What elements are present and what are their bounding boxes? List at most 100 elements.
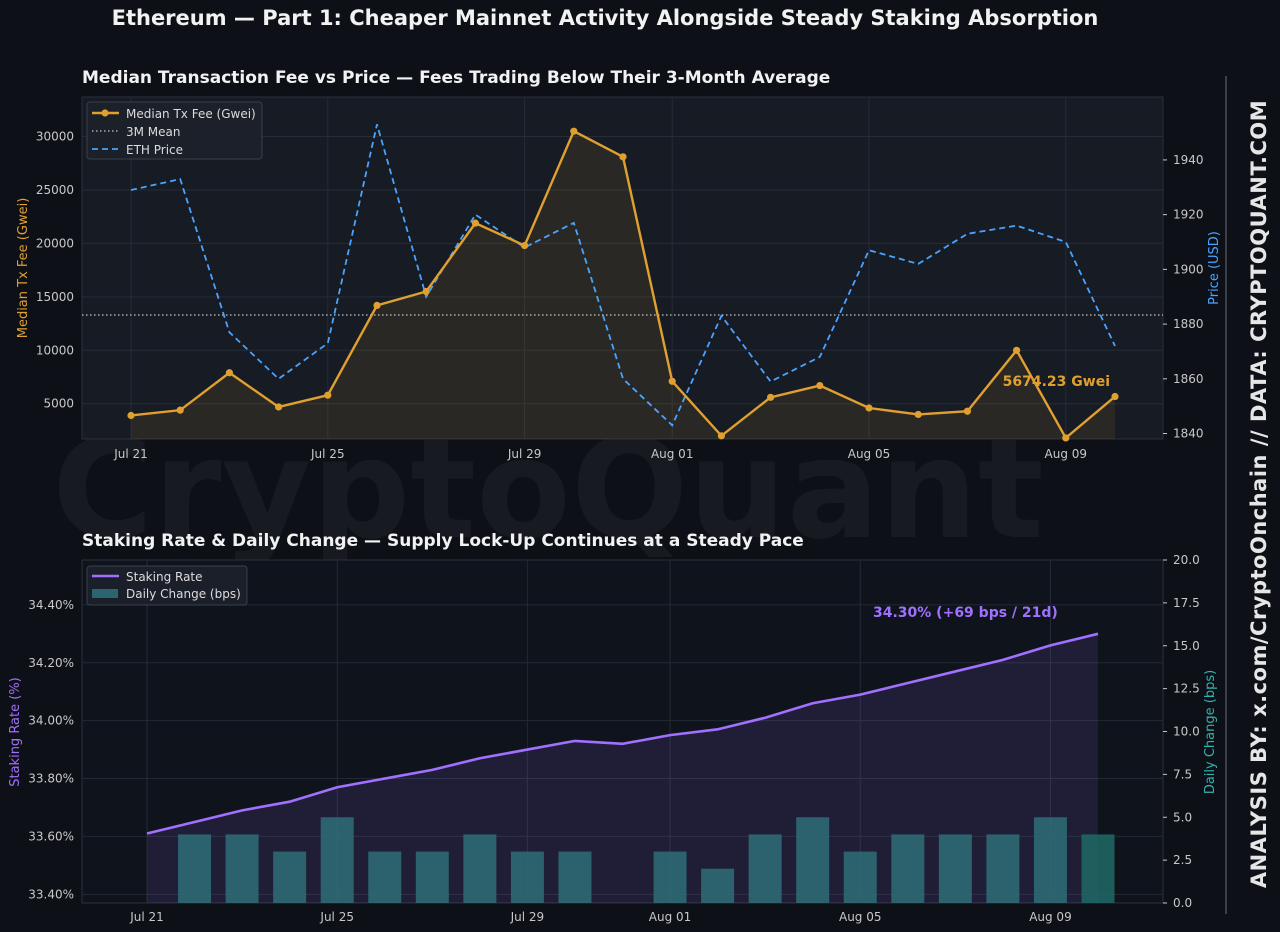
y2-tick-label: 5.0 bbox=[1173, 810, 1192, 824]
y-tick-label: 5000 bbox=[43, 397, 74, 411]
legend-label: 3M Mean bbox=[126, 125, 181, 139]
x-tick-label: Jul 21 bbox=[129, 910, 164, 924]
y2-tick-label: 17.5 bbox=[1173, 596, 1200, 610]
fee-point bbox=[668, 377, 676, 385]
fee-point bbox=[865, 404, 873, 412]
fee-point bbox=[816, 381, 824, 390]
attribution-label: ANALYSIS BY: x.com/CryptoOnchain // DATA… bbox=[1247, 99, 1271, 889]
legend-label: Daily Change (bps) bbox=[126, 587, 241, 601]
daily-change-bar bbox=[653, 851, 687, 903]
x-tick-label: Aug 05 bbox=[839, 910, 882, 924]
chart-title: Staking Rate & Daily Change — Supply Loc… bbox=[82, 531, 804, 551]
fee-point bbox=[275, 403, 283, 411]
daily-change-bar bbox=[701, 868, 735, 903]
legend-marker-fee bbox=[101, 109, 109, 117]
daily-change-bar bbox=[938, 834, 972, 903]
x-tick-label: Jul 21 bbox=[113, 447, 148, 461]
y2-tick-label: 1840 bbox=[1173, 427, 1204, 441]
fee-point bbox=[176, 406, 184, 414]
fee-point bbox=[471, 219, 479, 227]
y-tick-label: 34.00% bbox=[28, 714, 74, 728]
fee-point bbox=[1013, 346, 1021, 354]
y-tick-label: 15000 bbox=[36, 290, 74, 304]
y2-tick-label: 1860 bbox=[1173, 372, 1204, 386]
fee-vs-price-chart: Median Transaction Fee vs Price — Fees T… bbox=[16, 68, 1222, 461]
fee-point bbox=[914, 410, 922, 419]
legend: Staking Rate Daily Change (bps) bbox=[86, 565, 248, 606]
fee-point bbox=[422, 287, 430, 296]
legend-swatch-daily bbox=[92, 589, 118, 598]
daily-change-bar bbox=[368, 851, 402, 903]
fee-point bbox=[521, 241, 529, 250]
page-title: Ethereum — Part 1: Cheaper Mainnet Activ… bbox=[112, 6, 1099, 30]
x-tick-label: Jul 29 bbox=[507, 447, 542, 461]
y2-tick-label: 2.5 bbox=[1173, 853, 1192, 867]
daily-change-bar bbox=[986, 834, 1020, 903]
staking-annotation: 34.30% (+69 bps / 21d) bbox=[873, 605, 1058, 621]
x-tick-label: Aug 01 bbox=[649, 910, 692, 924]
staking-area bbox=[147, 633, 1098, 903]
y2-axis-label: Daily Change (bps) bbox=[1203, 670, 1218, 794]
x-tick-label: Aug 09 bbox=[1029, 910, 1072, 924]
daily-change-bar bbox=[558, 851, 592, 903]
fee-point bbox=[324, 391, 332, 399]
fee-point bbox=[127, 411, 135, 420]
daily-change-bar bbox=[891, 834, 925, 903]
daily-change-bar bbox=[1081, 834, 1115, 903]
legend-label: ETH Price bbox=[126, 143, 183, 157]
x-tick-label: Jul 29 bbox=[510, 910, 545, 924]
y-tick-label: 34.20% bbox=[28, 656, 74, 670]
y2-tick-label: 12.5 bbox=[1173, 682, 1200, 696]
y-tick-label: 25000 bbox=[36, 183, 74, 197]
y2-axis-label: Price (USD) bbox=[1207, 231, 1222, 305]
side-divider bbox=[1225, 76, 1227, 914]
legend: Median Tx Fee (Gwei) 3M Mean ETH Price bbox=[86, 101, 263, 160]
y2-tick-label: 0.0 bbox=[1173, 896, 1192, 910]
y-axis-label: Staking Rate (%) bbox=[8, 677, 23, 787]
daily-change-bar bbox=[178, 834, 212, 903]
daily-change-bar bbox=[320, 817, 354, 903]
fee-annotation: 5674.23 Gwei bbox=[1003, 374, 1110, 390]
fee-point bbox=[717, 432, 726, 440]
y2-tick-label: 1900 bbox=[1173, 262, 1204, 276]
y2-tick-label: 10.0 bbox=[1173, 725, 1200, 739]
daily-change-bar bbox=[415, 851, 449, 903]
y2-tick-label: 7.5 bbox=[1173, 767, 1192, 781]
fee-point bbox=[1062, 434, 1070, 442]
x-tick-label: Aug 01 bbox=[651, 447, 694, 461]
y-tick-label: 33.80% bbox=[28, 772, 74, 786]
y2-tick-label: 15.0 bbox=[1173, 639, 1200, 653]
y-tick-label: 33.40% bbox=[28, 887, 74, 901]
fee-point bbox=[225, 369, 233, 377]
plot-area bbox=[81, 559, 1164, 904]
y-tick-label: 34.40% bbox=[28, 598, 74, 612]
y-tick-label: 20000 bbox=[36, 236, 74, 250]
fee-point bbox=[767, 393, 775, 401]
chart-title: Median Transaction Fee vs Price — Fees T… bbox=[82, 68, 830, 88]
y2-tick-label: 20.0 bbox=[1173, 553, 1200, 567]
x-tick-label: Aug 09 bbox=[1045, 447, 1088, 461]
daily-change-bar bbox=[796, 817, 830, 903]
fee-point bbox=[373, 301, 381, 310]
y-tick-label: 30000 bbox=[36, 130, 74, 144]
x-tick-label: Jul 25 bbox=[310, 447, 345, 461]
daily-change-bar bbox=[748, 834, 782, 903]
y2-tick-label: 1940 bbox=[1173, 153, 1204, 167]
daily-change-bar bbox=[510, 851, 544, 903]
legend-label: Median Tx Fee (Gwei) bbox=[126, 107, 256, 121]
legend-label: Staking Rate bbox=[126, 570, 203, 584]
legend-box bbox=[86, 565, 248, 606]
x-tick-label: Jul 25 bbox=[319, 910, 354, 924]
y-tick-label: 33.60% bbox=[28, 829, 74, 843]
daily-change-bar bbox=[225, 834, 259, 903]
y-tick-label: 10000 bbox=[36, 343, 74, 357]
daily-change-bar bbox=[273, 851, 307, 903]
fee-point bbox=[963, 407, 972, 415]
daily-change-bar bbox=[463, 834, 497, 903]
fee-point bbox=[619, 153, 627, 161]
y-axis-label: Median Tx Fee (Gwei) bbox=[16, 198, 31, 339]
fee-area bbox=[131, 131, 1115, 439]
legend-box bbox=[86, 101, 263, 160]
fee-point bbox=[1111, 392, 1119, 401]
y2-tick-label: 1880 bbox=[1173, 317, 1204, 331]
